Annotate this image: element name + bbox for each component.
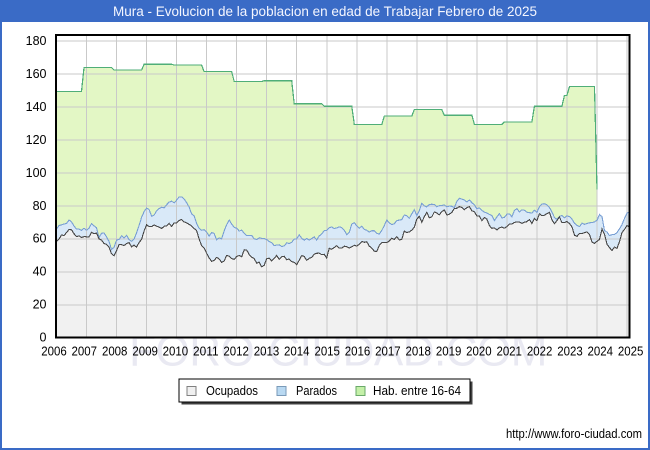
svg-text:140: 140 (26, 100, 47, 114)
svg-text:2023: 2023 (557, 343, 583, 358)
svg-text:2015: 2015 (314, 343, 340, 358)
svg-text:2008: 2008 (102, 343, 128, 358)
svg-text:2007: 2007 (72, 343, 98, 358)
svg-text:2016: 2016 (345, 343, 371, 358)
svg-text:180: 180 (26, 34, 47, 48)
svg-text:Mura - Evolucion de la poblaci: Mura - Evolucion de la poblacion en edad… (113, 4, 537, 19)
svg-text:2009: 2009 (132, 343, 158, 358)
svg-text:2025: 2025 (618, 343, 644, 358)
svg-text:0: 0 (40, 331, 47, 345)
svg-text:Ocupados: Ocupados (206, 384, 258, 398)
svg-text:Hab. entre 16-64: Hab. entre 16-64 (373, 384, 461, 398)
svg-text:20: 20 (33, 298, 47, 312)
svg-text:60: 60 (33, 232, 47, 246)
svg-text:2022: 2022 (527, 343, 553, 358)
svg-text:2020: 2020 (466, 343, 492, 358)
svg-text:Parados: Parados (296, 384, 337, 398)
svg-text:2013: 2013 (254, 343, 280, 358)
svg-text:2014: 2014 (284, 343, 310, 358)
svg-text:80: 80 (33, 199, 47, 213)
svg-text:160: 160 (26, 67, 47, 81)
svg-text:2017: 2017 (375, 343, 401, 358)
svg-text:2018: 2018 (405, 343, 431, 358)
svg-text:2012: 2012 (223, 343, 249, 358)
svg-text:2011: 2011 (193, 343, 219, 358)
svg-text:http://www.foro-ciudad.com: http://www.foro-ciudad.com (506, 427, 642, 441)
svg-text:100: 100 (26, 166, 47, 180)
svg-text:2024: 2024 (588, 343, 614, 358)
svg-text:2019: 2019 (436, 343, 462, 358)
svg-text:2021: 2021 (496, 343, 522, 358)
svg-text:120: 120 (26, 133, 47, 147)
svg-text:40: 40 (33, 265, 47, 279)
svg-text:2006: 2006 (41, 343, 67, 358)
svg-text:2010: 2010 (163, 343, 189, 358)
